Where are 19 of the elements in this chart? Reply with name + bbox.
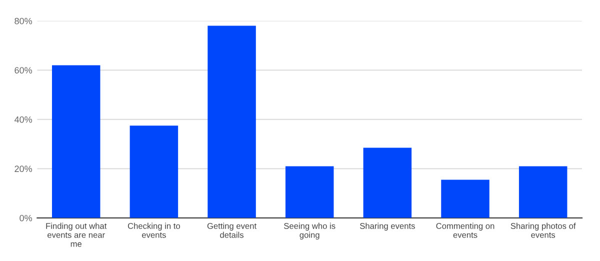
y-tick-label: 40%	[14, 116, 32, 123]
x-tick-label: Sharing photos of events	[510, 222, 576, 238]
y-tick-label: 60%	[14, 67, 32, 74]
bar	[363, 148, 412, 218]
y-tick-label: 80%	[14, 18, 32, 24]
bar	[441, 180, 490, 218]
bar	[130, 126, 178, 218]
y-tick-label: 0%	[20, 214, 32, 222]
x-tick-label: Commenting on events	[436, 222, 494, 238]
x-tick-label: Sharing events	[360, 222, 415, 231]
x-tick-label: Finding out what events are near me	[46, 222, 107, 247]
bar	[208, 26, 256, 218]
bar	[518, 166, 568, 218]
x-tick-label: Checking in to events	[128, 222, 180, 238]
bar	[52, 65, 100, 218]
bar	[285, 166, 334, 218]
x-tick-label: Getting event details	[207, 222, 256, 238]
x-tick-label: Seeing who is going	[284, 222, 336, 240]
y-tick-label: 20%	[14, 166, 32, 172]
